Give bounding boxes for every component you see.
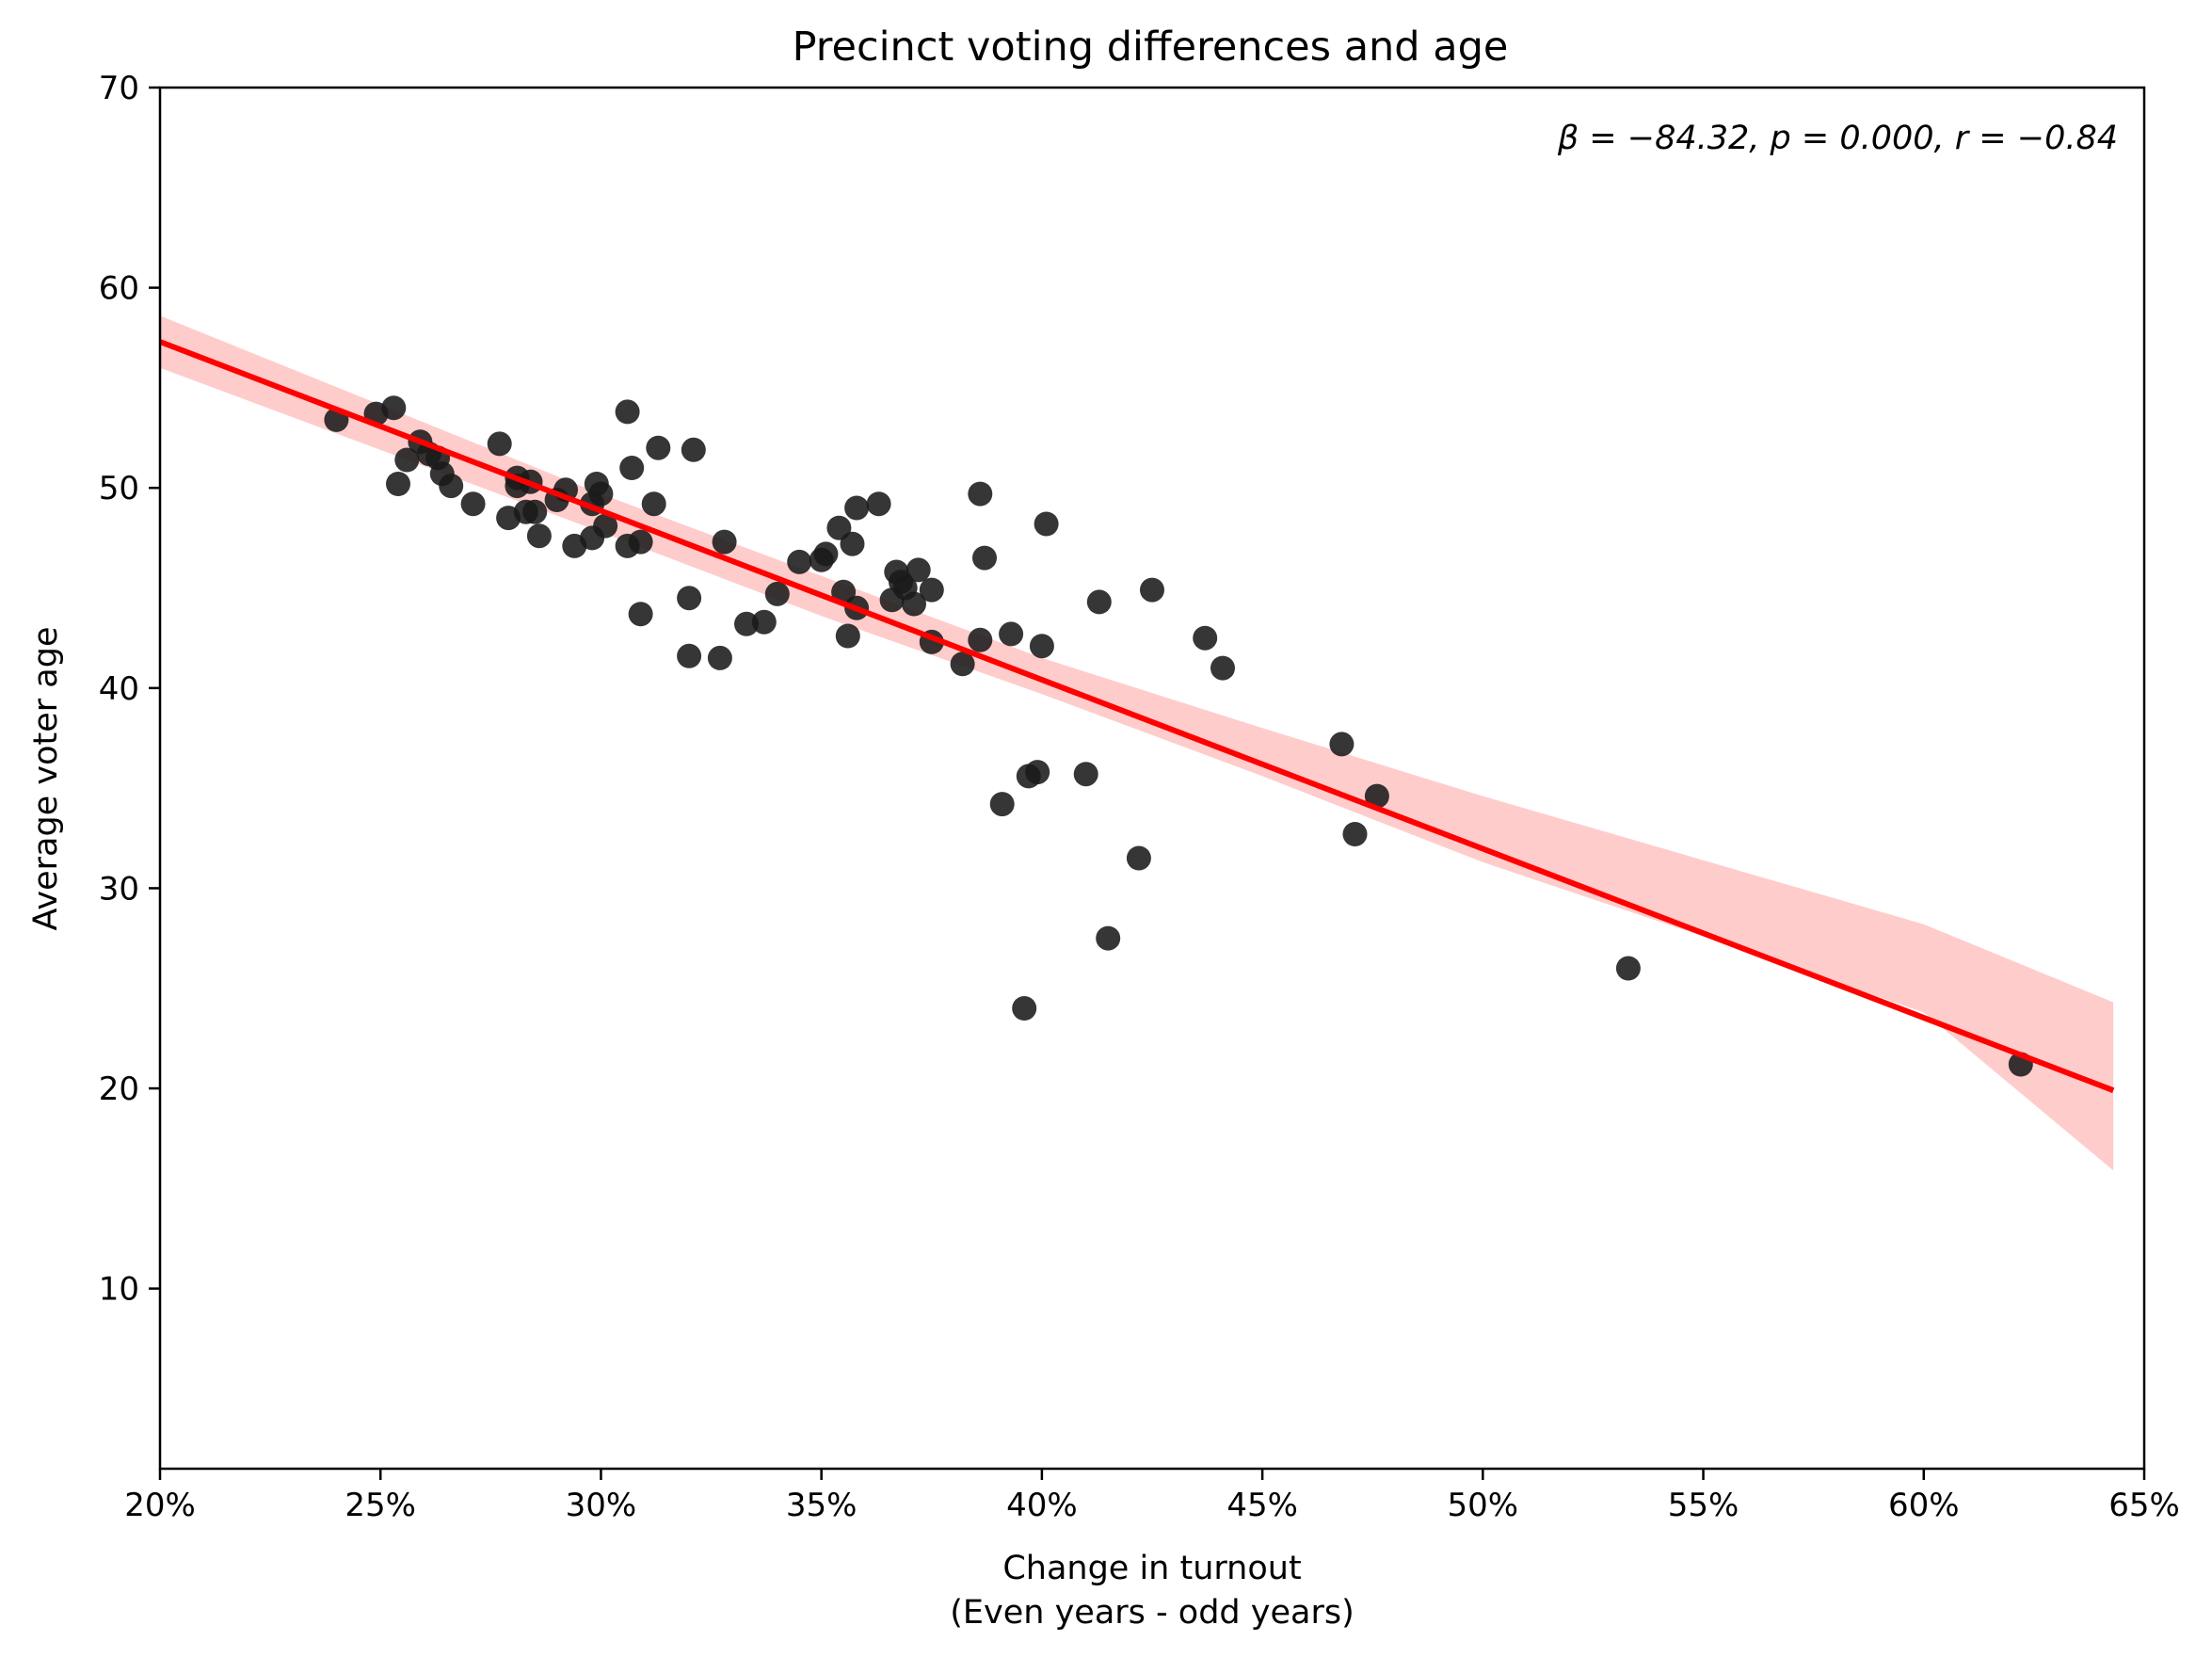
data-point [439, 474, 464, 499]
data-point [1096, 925, 1121, 951]
data-point [751, 609, 777, 635]
data-point [681, 437, 706, 462]
y-tick-label: 10 [99, 1271, 139, 1309]
data-point [628, 529, 653, 555]
data-point [628, 602, 653, 627]
data-point [712, 529, 737, 555]
data-point [619, 456, 645, 480]
data-point [1126, 845, 1151, 871]
data-point [381, 395, 407, 421]
data-point [1012, 996, 1037, 1021]
regression-line [158, 339, 2115, 1094]
data-point [593, 513, 618, 539]
x-axis-label-line1: Change in turnout [1002, 1550, 1301, 1587]
data-point [902, 591, 926, 617]
data-point [989, 792, 1015, 817]
data-point [1073, 762, 1098, 787]
data-point [919, 577, 944, 603]
y-tick-label: 30 [99, 870, 139, 908]
data-point [1615, 956, 1641, 981]
y-axis: 10 20 30 40 50 60 70 [99, 70, 160, 1309]
x-tick-label: 60% [1888, 1487, 1960, 1524]
plot-area [158, 315, 2115, 1171]
data-point [1364, 783, 1389, 809]
x-tick-label: 55% [1668, 1487, 1739, 1524]
data-point [764, 581, 790, 606]
y-tick-label: 40 [99, 670, 139, 708]
y-tick-label: 70 [99, 70, 139, 107]
data-point [460, 491, 486, 517]
x-axis: 20% 25% 30% 35% 40% 45% 50% 55% 60% 65% [124, 1469, 2180, 1524]
data-point [522, 499, 548, 524]
data-point [968, 481, 993, 507]
data-point [1193, 625, 1218, 651]
data-point [1342, 822, 1368, 846]
data-point [386, 472, 410, 496]
data-point [1329, 732, 1354, 757]
data-point [1025, 760, 1050, 785]
data-point [1029, 634, 1054, 659]
data-point [487, 431, 512, 457]
data-point [641, 491, 666, 517]
data-point [1034, 511, 1059, 537]
data-point [972, 545, 997, 571]
x-axis-label-line2: (Even years - odd years) [950, 1594, 1354, 1632]
x-tick-label: 30% [566, 1487, 637, 1524]
x-tick-label: 45% [1226, 1487, 1298, 1524]
x-tick-label: 65% [2108, 1487, 2180, 1524]
data-point [840, 531, 865, 556]
data-point [677, 586, 702, 611]
x-tick-label: 35% [786, 1487, 858, 1524]
data-point [1140, 577, 1164, 603]
data-point [950, 652, 975, 677]
x-tick-label: 50% [1448, 1487, 1519, 1524]
data-point [646, 435, 671, 460]
confidence-band [160, 315, 2114, 1171]
data-point [835, 623, 860, 649]
data-point [787, 549, 812, 574]
data-point [813, 541, 839, 567]
y-tick-label: 20 [99, 1070, 139, 1108]
data-point [588, 481, 614, 507]
data-point [526, 523, 552, 549]
data-point [394, 447, 420, 473]
regression-annotation: β = −84.32, p = 0.000, r = −0.84 [1557, 120, 2118, 157]
data-point [707, 645, 732, 670]
data-point [677, 643, 702, 668]
data-point [968, 627, 993, 652]
x-tick-label: 25% [345, 1487, 416, 1524]
data-point [1210, 655, 1235, 681]
data-point [844, 495, 870, 521]
chart-title: Precinct voting differences and age [793, 24, 1509, 71]
x-tick-label: 40% [1006, 1487, 1078, 1524]
data-point [866, 491, 891, 517]
data-point [615, 399, 640, 425]
data-point [1086, 589, 1112, 615]
x-tick-label: 20% [124, 1487, 196, 1524]
y-axis-label: Average voter age [27, 627, 65, 931]
data-point [734, 611, 759, 636]
data-point [999, 621, 1024, 647]
data-point [906, 557, 931, 583]
y-tick-label: 60 [99, 270, 139, 308]
y-tick-label: 50 [99, 470, 139, 507]
axes-frame [158, 86, 2146, 1471]
